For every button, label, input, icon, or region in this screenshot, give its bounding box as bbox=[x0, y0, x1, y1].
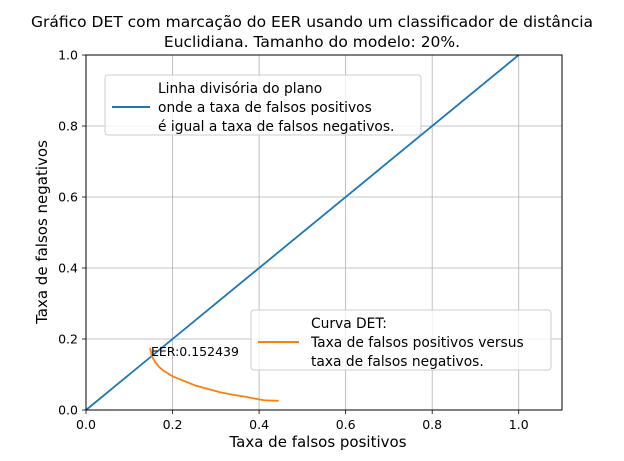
eer-annotation: EER:0.152439 bbox=[151, 344, 239, 359]
x-tick-label: 0.8 bbox=[422, 417, 442, 432]
x-axis-ticks: 0.0 0.2 0.4 0.6 0.8 1.0 bbox=[76, 410, 529, 432]
legend-det-line-3: taxa de falsos negativos. bbox=[311, 354, 484, 370]
axes-frame bbox=[85, 54, 563, 411]
chart-title-line-2: Euclidiana. Tamanho do modelo: 20%. bbox=[164, 33, 460, 51]
y-tick-label: 0.2 bbox=[58, 332, 78, 347]
legend-det-line-1: Curva DET: bbox=[311, 316, 387, 332]
x-tick-label: 0.0 bbox=[76, 417, 96, 432]
y-tick-label: 0.0 bbox=[58, 403, 78, 418]
plot-area bbox=[85, 54, 520, 411]
det-curve-line bbox=[149, 347, 279, 402]
y-tick-label: 0.4 bbox=[58, 261, 78, 276]
diagonal-line bbox=[85, 54, 520, 411]
legend-diagonal: Linha divisória do plano onde a taxa de … bbox=[104, 74, 422, 136]
y-tick-label: 1.0 bbox=[58, 48, 78, 63]
legend-det-line-2: Taxa de falsos positivos versus bbox=[310, 335, 524, 351]
legend-diagonal-line-1: Linha divisória do plano bbox=[158, 81, 322, 97]
legend-diagonal-line-2: onde a taxa de falsos positivos bbox=[158, 100, 372, 116]
y-tick-label: 0.6 bbox=[58, 190, 78, 205]
y-tick-label: 0.8 bbox=[58, 119, 78, 134]
y-axis-ticks: 0.0 0.2 0.4 0.6 0.8 1.0 bbox=[58, 48, 86, 418]
legend-diagonal-box bbox=[104, 74, 422, 136]
x-tick-label: 1.0 bbox=[509, 417, 529, 432]
x-axis-label: Taxa de falsos positivos bbox=[228, 433, 406, 451]
legend-det-box bbox=[250, 309, 552, 371]
x-tick-label: 0.4 bbox=[249, 417, 269, 432]
chart-title-line-1: Gráfico DET com marcação do EER usando u… bbox=[31, 13, 593, 31]
y-axis-label: Taxa de falsos negativos bbox=[33, 140, 51, 325]
x-tick-label: 0.6 bbox=[336, 417, 356, 432]
legend-diagonal-line-3: é igual a taxa de falsos negativos. bbox=[158, 119, 394, 135]
legend-det-curve: Curva DET: Taxa de falsos positivos vers… bbox=[250, 309, 552, 371]
x-tick-label: 0.2 bbox=[163, 417, 183, 432]
